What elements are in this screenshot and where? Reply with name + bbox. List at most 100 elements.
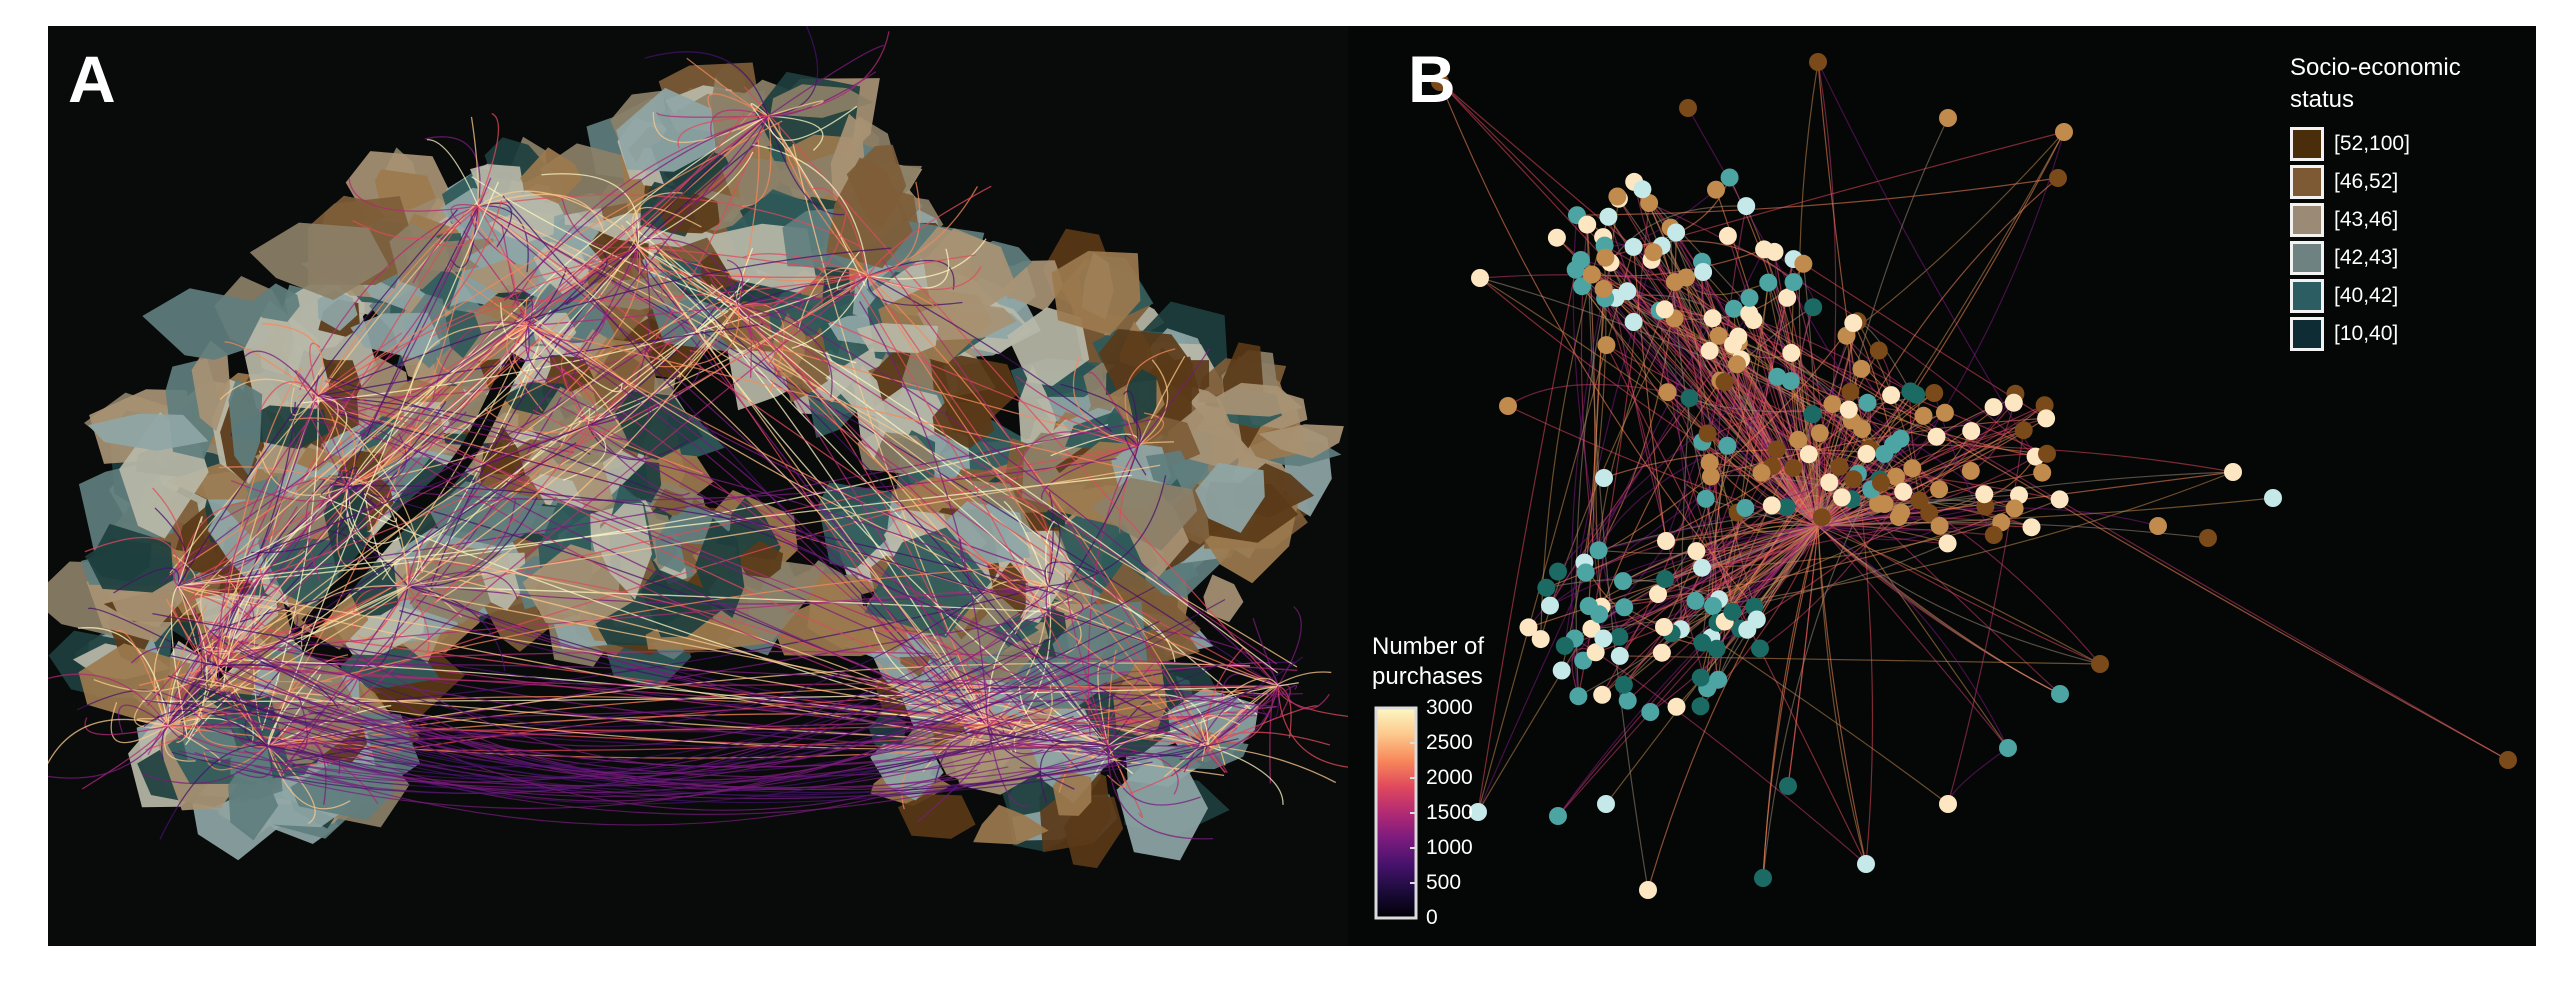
network-node xyxy=(1781,372,1800,391)
network-node xyxy=(1882,386,1901,405)
flow-edge xyxy=(205,621,1125,779)
network-node xyxy=(1499,397,1517,415)
flow-edge xyxy=(255,586,1155,768)
flow-edge xyxy=(142,745,269,784)
network-node xyxy=(1573,277,1591,296)
flow-edge xyxy=(407,496,538,588)
flow-edge xyxy=(936,687,989,727)
flow-edge xyxy=(1277,685,1330,710)
flow-edge xyxy=(217,420,309,667)
flow-edge xyxy=(726,259,744,307)
network-edge xyxy=(1893,444,2234,473)
network-node xyxy=(1624,237,1643,256)
network-nodes xyxy=(1431,53,2517,899)
flow-edge xyxy=(407,464,1161,587)
network-node xyxy=(2022,518,2041,537)
network-edge xyxy=(1752,319,1902,513)
network-edge xyxy=(1884,131,2065,505)
flow-edge xyxy=(867,238,987,280)
network-edge xyxy=(1846,131,2065,337)
network-node xyxy=(1615,598,1634,617)
network-edge xyxy=(1762,525,1819,879)
flow-edge xyxy=(650,256,739,307)
flow-edge xyxy=(299,205,479,391)
district xyxy=(228,773,279,841)
flow-edge xyxy=(810,187,869,277)
district xyxy=(249,222,390,301)
network-edge xyxy=(1817,525,2101,665)
network-node xyxy=(1839,400,1858,419)
flow-edge xyxy=(1022,557,1049,587)
network-node xyxy=(1537,578,1556,597)
colorbar xyxy=(1374,706,1418,920)
network-node xyxy=(1687,542,1706,561)
flow-edge xyxy=(167,375,320,727)
network-edge xyxy=(1711,636,1949,805)
network-node xyxy=(1610,627,1629,646)
flow-edge xyxy=(767,26,819,117)
flow-edge xyxy=(867,275,1113,432)
network-edge xyxy=(1947,747,2009,805)
network-node xyxy=(1471,269,1489,287)
network-node xyxy=(1823,395,1842,414)
flow-edge xyxy=(737,304,752,378)
network-node xyxy=(1644,243,1663,262)
network-node xyxy=(1707,180,1725,199)
network-node xyxy=(2038,444,2056,463)
network-edge xyxy=(1685,276,2509,761)
network-edge xyxy=(1549,350,1880,607)
flow-edge xyxy=(253,395,319,729)
flow-edge xyxy=(177,209,458,587)
network-edge xyxy=(1575,269,2048,455)
flow-edge xyxy=(1040,445,1139,502)
flow-edge xyxy=(405,575,463,618)
flow-edge xyxy=(944,579,1049,636)
network-node xyxy=(1930,480,1949,499)
network-node xyxy=(1962,422,1981,441)
flow-edge xyxy=(656,265,1109,747)
flow-edge xyxy=(767,115,1196,743)
flow-edge xyxy=(246,654,1109,748)
flow-edge xyxy=(527,325,1054,575)
flow-edge xyxy=(922,725,989,772)
flow-edge xyxy=(235,275,869,644)
network-node xyxy=(1579,597,1598,615)
flow-edge xyxy=(202,663,1221,784)
flow-edge xyxy=(217,328,528,667)
flow-edge xyxy=(527,112,745,327)
network-node xyxy=(1691,697,1710,716)
flow-edge xyxy=(737,139,760,307)
flow-edge xyxy=(587,425,1270,716)
legend-swatch xyxy=(2290,241,2324,275)
network-node xyxy=(1652,643,1671,662)
flow-edge xyxy=(867,254,976,277)
flow-edge xyxy=(656,111,769,118)
flow-edge xyxy=(258,381,319,413)
flow-edge xyxy=(407,585,973,717)
flow-edge xyxy=(477,205,1072,584)
flow-edge xyxy=(223,644,1038,779)
flow-edge xyxy=(217,661,1263,686)
flow-edge xyxy=(432,321,529,400)
flow-edge xyxy=(317,190,490,397)
flow-edge xyxy=(645,237,739,307)
flow-edge xyxy=(656,246,1209,747)
flow-edge xyxy=(1047,585,1084,622)
flow-edge xyxy=(516,288,534,327)
flow-edge xyxy=(987,685,1053,732)
network-node xyxy=(1875,444,1894,463)
flow-edge xyxy=(541,173,640,247)
network-edge xyxy=(1479,277,2101,665)
flow-edge xyxy=(177,516,203,587)
flow-edge xyxy=(157,585,1049,718)
flow-edge xyxy=(270,592,986,728)
network-edge xyxy=(1733,308,2509,761)
legend-label: [40,42] xyxy=(2334,284,2399,307)
flow-edge xyxy=(1200,715,1241,747)
network-node xyxy=(1582,265,1601,284)
network-edge xyxy=(1817,525,1867,865)
network-edge xyxy=(1439,81,1778,450)
district xyxy=(593,502,652,600)
district xyxy=(142,288,270,360)
flow-edge xyxy=(251,717,269,748)
